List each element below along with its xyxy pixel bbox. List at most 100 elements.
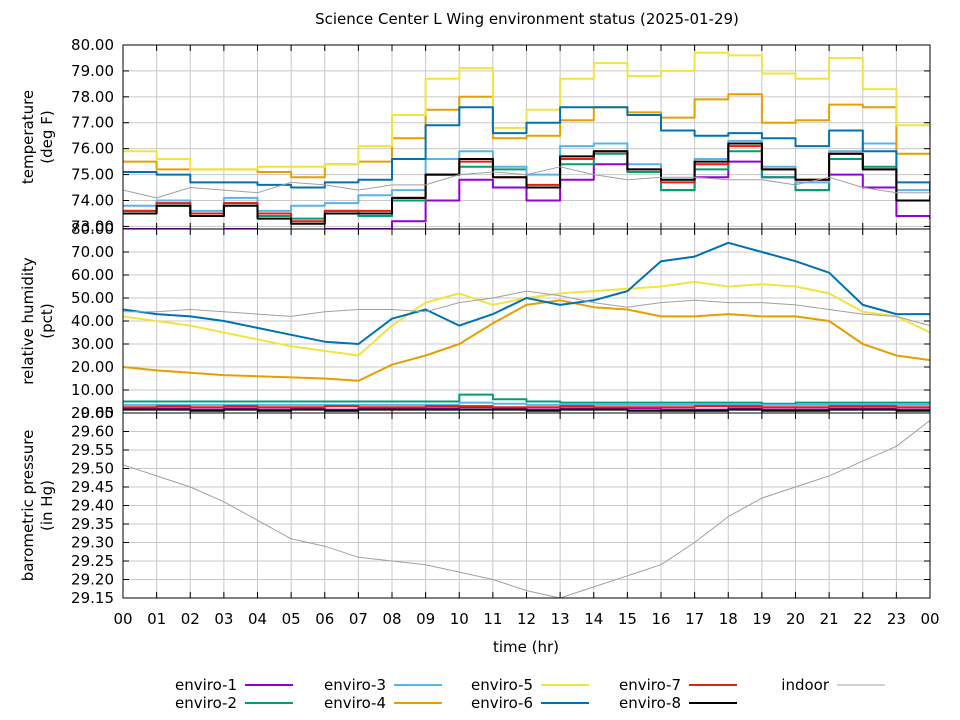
y-tick-label: 10.00 bbox=[71, 381, 114, 399]
y-tick-label: 73.00 bbox=[71, 217, 114, 235]
y-tick-label: 77.00 bbox=[71, 114, 114, 132]
legend-label: enviro-6 bbox=[471, 694, 533, 712]
series-line-enviro-8 bbox=[123, 408, 930, 412]
legend-label: enviro-5 bbox=[471, 676, 533, 694]
y-tick-label: 80.00 bbox=[71, 220, 114, 238]
y-tick-label: 29.40 bbox=[71, 497, 114, 515]
x-tick-label: 10 bbox=[450, 610, 469, 628]
panel-3: 29.1529.2029.2529.3029.3529.4029.4529.50… bbox=[19, 404, 931, 607]
series-line-enviro-4 bbox=[123, 299, 930, 382]
x-tick-label: 22 bbox=[853, 610, 872, 628]
x-tick-label: 00 bbox=[920, 610, 939, 628]
legend-label: enviro-2 bbox=[175, 694, 237, 712]
x-tick-label: 00 bbox=[113, 610, 132, 628]
x-tick-label: 20 bbox=[786, 610, 805, 628]
legend-item-enviro-6: enviro-6 bbox=[471, 694, 589, 712]
panels: 73.00 74.00 75.00 76.00 77.00 78.00 79.00 80.00… bbox=[19, 36, 940, 628]
x-tick-label: 01 bbox=[147, 610, 166, 628]
y-axis-label: barometric pressure bbox=[19, 430, 37, 582]
series-line-enviro-6 bbox=[123, 106, 930, 193]
y-tick-label: 29.20 bbox=[71, 571, 114, 589]
legend-label: indoor bbox=[781, 676, 830, 694]
x-tick-label: 19 bbox=[752, 610, 771, 628]
y-axis-label: (deg F) bbox=[38, 110, 56, 163]
legend-label: enviro-8 bbox=[619, 694, 681, 712]
y-tick-label: 29.50 bbox=[71, 460, 114, 478]
legend-item-enviro-4: enviro-4 bbox=[324, 694, 442, 712]
legend-item-enviro-7: enviro-7 bbox=[619, 676, 737, 694]
y-tick-label: 29.30 bbox=[71, 534, 114, 552]
y-tick-label: 29.65 bbox=[71, 404, 114, 422]
legend-item-enviro-5: enviro-5 bbox=[471, 676, 589, 694]
y-tick-label: 29.25 bbox=[71, 552, 114, 570]
series-group bbox=[123, 51, 930, 229]
y-tick-label: 29.45 bbox=[71, 478, 114, 496]
y-tick-label: 29.35 bbox=[71, 515, 114, 533]
y-axis-label: relative humidity bbox=[19, 257, 37, 385]
series-line-enviro-2 bbox=[123, 393, 930, 405]
plot-frame bbox=[122, 412, 931, 599]
y-tick-label: 29.55 bbox=[71, 441, 114, 459]
series-line-indoor bbox=[123, 290, 930, 327]
y-tick-label: 30.00 bbox=[71, 335, 114, 353]
legend-label: enviro-3 bbox=[324, 676, 386, 694]
legend-label: enviro-1 bbox=[175, 676, 237, 694]
y-tick-label: 79.00 bbox=[71, 62, 114, 80]
y-tick-label: 80.00 bbox=[71, 36, 114, 54]
y-tick-label: 75.00 bbox=[71, 166, 114, 184]
y-axis-label: (pct) bbox=[38, 303, 56, 338]
series-line-enviro-3 bbox=[123, 401, 930, 406]
x-tick-label: 17 bbox=[685, 610, 704, 628]
x-tick-label: 13 bbox=[551, 610, 570, 628]
x-tick-label: 12 bbox=[517, 610, 536, 628]
x-tick-label: 18 bbox=[719, 610, 738, 628]
x-tick-label: 21 bbox=[820, 610, 839, 628]
y-tick-label: 50.00 bbox=[71, 289, 114, 307]
x-tick-label: 07 bbox=[349, 610, 368, 628]
series-line-indoor bbox=[123, 166, 930, 199]
x-tick-label: 14 bbox=[584, 610, 603, 628]
panel-2: 0.00 10.00 20.00 30.00 40.00 50.00 60.00 70.00 8… bbox=[19, 220, 931, 422]
y-tick-label: 74.00 bbox=[71, 191, 114, 209]
y-axis-label: temperature bbox=[19, 90, 37, 184]
y-tick-label: 0.00 bbox=[81, 404, 114, 422]
x-tick-label: 04 bbox=[248, 610, 267, 628]
y-tick-label: 60.00 bbox=[71, 266, 114, 284]
series-group bbox=[123, 420, 930, 598]
x-tick-label: 16 bbox=[651, 610, 670, 628]
y-tick-label: 40.00 bbox=[71, 312, 114, 330]
y-tick-label: 70.00 bbox=[71, 243, 114, 261]
panel-1: 73.00 74.00 75.00 76.00 77.00 78.00 79.00 80.00… bbox=[19, 36, 931, 235]
series-line-enviro-4 bbox=[123, 93, 930, 179]
series-group bbox=[123, 241, 930, 412]
series-line-enviro-8 bbox=[123, 142, 930, 225]
chart-title: Science Center L Wing environment status… bbox=[315, 10, 739, 28]
x-tick-label: 02 bbox=[181, 610, 200, 628]
y-tick-label: 29.60 bbox=[71, 423, 114, 441]
series-line-indoor bbox=[123, 420, 930, 598]
y-tick-label: 76.00 bbox=[71, 140, 114, 158]
legend-item-enviro-2: enviro-2 bbox=[175, 694, 293, 712]
x-tick-label: 08 bbox=[382, 610, 401, 628]
legend-item-indoor: indoor bbox=[781, 676, 885, 694]
legend-item-enviro-3: enviro-3 bbox=[324, 676, 442, 694]
x-tick-label: 05 bbox=[282, 610, 301, 628]
y-tick-label: 20.00 bbox=[71, 358, 114, 376]
legend-item-enviro-1: enviro-1 bbox=[175, 676, 293, 694]
x-tick-label: 23 bbox=[887, 610, 906, 628]
y-axis-label: (in Hg) bbox=[38, 480, 56, 531]
legend-item-enviro-8: enviro-8 bbox=[619, 694, 737, 712]
legend-label: enviro-7 bbox=[619, 676, 681, 694]
legend-label: enviro-4 bbox=[324, 694, 386, 712]
x-tick-label: 09 bbox=[416, 610, 435, 628]
x-tick-label: 11 bbox=[483, 610, 502, 628]
series-line-enviro-6 bbox=[123, 241, 930, 345]
series-line-enviro-7 bbox=[123, 405, 930, 409]
x-tick-label: 15 bbox=[618, 610, 637, 628]
x-axis-label: time (hr) bbox=[493, 638, 559, 656]
y-tick-label: 78.00 bbox=[71, 88, 114, 106]
y-tick-label: 29.15 bbox=[71, 589, 114, 607]
x-tick-label: 03 bbox=[214, 610, 233, 628]
